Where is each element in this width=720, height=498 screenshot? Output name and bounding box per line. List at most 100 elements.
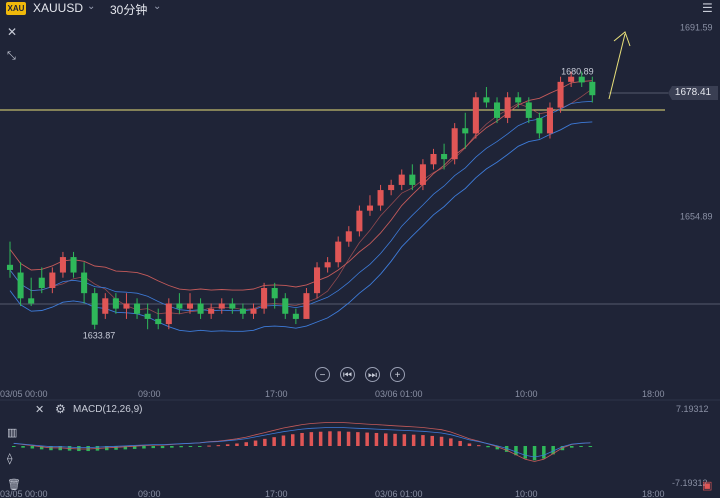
time-axis-label: 03/06 01:00: [375, 389, 423, 399]
timeframe-selector[interactable]: 30分钟: [110, 3, 148, 17]
macd-bar: [504, 446, 509, 452]
scroll-end-button[interactable]: ⏭: [365, 367, 380, 382]
time-axis-label: 09:00: [138, 389, 161, 399]
candle: [91, 293, 98, 325]
candle: [197, 303, 204, 314]
delete-icon[interactable]: 🗑: [7, 479, 21, 491]
reset-icon[interactable]: ▣: [702, 480, 713, 492]
macd-bar: [439, 436, 444, 446]
macd-bar: [244, 442, 248, 446]
macd-bar: [356, 432, 360, 446]
macd-bar: [300, 432, 304, 446]
time-axis-label: 03/06 01:00: [375, 489, 423, 498]
macd-bar: [30, 446, 35, 449]
macd-bar: [132, 446, 137, 449]
macd-bar: [579, 446, 583, 447]
time-axis-label: 03/05 00:00: [0, 389, 48, 399]
price-axis-label: 1691.59: [680, 22, 713, 32]
macd-bar: [570, 446, 574, 448]
time-axis-label: 10:00: [515, 489, 538, 498]
macd-bar: [411, 434, 416, 446]
macd-bar: [179, 446, 183, 448]
time-axis-label: 17:00: [265, 389, 288, 399]
time-axis-label: 17:00: [265, 489, 288, 498]
macd-bar: [77, 446, 81, 452]
candle: [229, 303, 236, 309]
candle: [515, 97, 522, 103]
macd-lower-value: -7.19312: [672, 478, 708, 488]
macd-bar: [495, 446, 500, 450]
candle: [176, 303, 183, 309]
macd-bar: [467, 443, 472, 446]
close-icon[interactable]: ✕: [35, 404, 45, 416]
candle: [388, 184, 395, 191]
macd-bar: [486, 446, 490, 448]
candle: [271, 288, 278, 299]
time-axis-label: 18:00: [642, 389, 665, 399]
indicator-icon[interactable]: ▥: [7, 427, 18, 439]
price-axis-label: 1654.89: [680, 211, 713, 221]
time-axis-label: 09:00: [138, 489, 161, 498]
scroll-start-button[interactable]: ⏮: [340, 367, 355, 382]
candle: [472, 97, 479, 134]
time-axis-label: 03/05 00:00: [0, 489, 48, 498]
expand-icon[interactable]: ⤡: [7, 50, 16, 62]
candle: [70, 257, 77, 273]
candle: [419, 164, 426, 185]
symbol-selector[interactable]: XAUUSD: [33, 1, 84, 15]
chevron-down-icon[interactable]: ⌄: [87, 1, 96, 12]
macd-bar: [532, 446, 537, 461]
macd-bar: [272, 437, 276, 446]
candle: [6, 264, 14, 270]
drawn-arrow-head: [613, 31, 631, 47]
gear-icon[interactable]: ⚙: [55, 402, 66, 416]
menu-icon[interactable]: ☰: [702, 1, 713, 15]
chevron-down-icon[interactable]: ⌄: [153, 1, 162, 12]
macd-upper-value: 7.19312: [676, 404, 709, 414]
candle: [335, 241, 342, 263]
macd-bar: [216, 445, 221, 447]
candle: [144, 313, 151, 319]
drawn-arrow-shaft: [608, 33, 626, 100]
macd-bar: [384, 433, 388, 446]
macd-bar: [21, 446, 25, 448]
candle: [292, 313, 299, 319]
close-icon[interactable]: ✕: [7, 25, 18, 39]
macd-bar: [374, 432, 379, 446]
zoom-out-button[interactable]: −: [315, 367, 330, 382]
candle: [282, 298, 289, 314]
candle: [356, 210, 363, 232]
macd-dea-line: [13, 427, 591, 458]
symbol-badge-icon[interactable]: XAU: [6, 2, 26, 15]
macd-bar: [477, 445, 481, 447]
candle: [578, 76, 585, 83]
candle: [261, 288, 268, 309]
candle: [38, 277, 45, 288]
candle: [536, 117, 543, 134]
candle: [366, 205, 373, 211]
candle: [28, 298, 35, 304]
candle: [314, 267, 321, 294]
drawing-tool-icon[interactable]: ⟠: [7, 453, 13, 465]
candle: [504, 97, 511, 118]
candle: [218, 303, 225, 309]
candle: [494, 102, 501, 118]
candle: [345, 231, 352, 242]
candle: [462, 128, 469, 134]
candle: [186, 303, 194, 309]
zoom-in-button[interactable]: +: [390, 367, 405, 382]
current-price-tag: 1678.41: [668, 86, 718, 100]
macd-bar: [235, 443, 239, 446]
candle: [208, 308, 215, 314]
time-axis-label: 18:00: [642, 489, 665, 498]
macd-bar: [198, 446, 202, 447]
candle: [589, 81, 596, 96]
macd-bar: [421, 435, 425, 446]
candle: [59, 257, 66, 273]
low-price-label: 1633.87: [83, 331, 116, 341]
macd-label: MACD(12,26,9): [73, 404, 143, 415]
macd-bar: [263, 438, 267, 446]
candle: [112, 298, 119, 309]
macd-bar: [346, 431, 351, 446]
